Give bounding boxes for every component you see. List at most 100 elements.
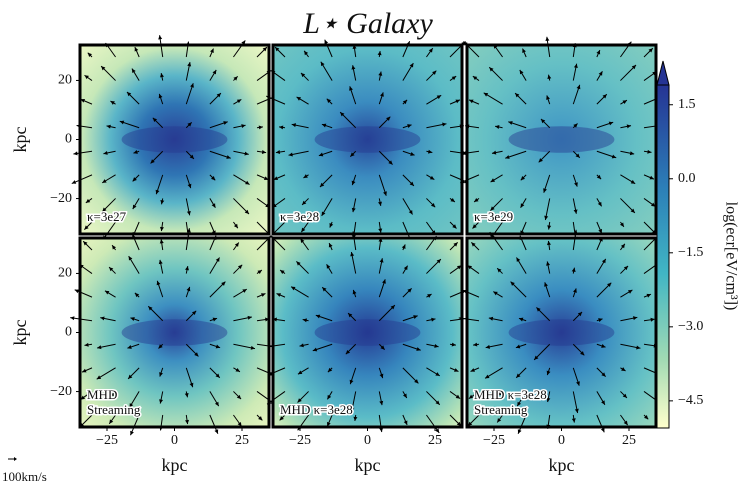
x-tick-label: −25 <box>289 433 311 448</box>
quiver-head <box>540 118 546 124</box>
quiver-head <box>469 99 474 104</box>
quiver-head <box>382 279 386 284</box>
quiver-head <box>378 201 382 206</box>
quiver-head <box>453 368 459 372</box>
quiver-head <box>132 177 137 182</box>
quiver-head <box>326 264 331 269</box>
quiver-head <box>622 100 627 105</box>
quiver-head <box>598 71 603 76</box>
quiver-head <box>279 416 284 421</box>
quiver-head <box>401 244 406 249</box>
quiver-head <box>291 123 297 128</box>
quiver-head <box>520 203 525 208</box>
quiver-head <box>468 394 474 399</box>
quiver-head <box>296 96 302 101</box>
quiver-head <box>458 316 464 321</box>
quiver-head <box>131 68 136 74</box>
panel-label: MHD κ=3e28 <box>280 402 353 417</box>
quiver-head <box>110 392 115 397</box>
y-tick-label: 0 <box>65 132 72 147</box>
x-tick-label: −25 <box>483 433 505 448</box>
quiver-head <box>380 92 384 97</box>
y-tick-label: −20 <box>50 384 72 399</box>
quiver-head <box>536 307 541 312</box>
quiver-head <box>352 289 357 295</box>
quiver-head <box>627 289 633 294</box>
quiver-head <box>483 92 489 97</box>
quiver-head <box>403 420 408 425</box>
quiver-head <box>303 174 308 178</box>
quiver-head <box>547 225 552 230</box>
quiver-head <box>300 238 305 244</box>
quiver-head <box>275 150 281 155</box>
quiver-head <box>221 281 226 286</box>
quiver-head <box>649 175 654 180</box>
quiver-key: 100km/s <box>2 469 47 484</box>
quiver-head <box>534 355 539 360</box>
quiver-head <box>288 152 293 157</box>
quiver-head <box>378 71 383 76</box>
quiver-head <box>647 149 652 154</box>
quiver-head <box>455 394 461 399</box>
quiver-head <box>244 209 249 214</box>
quiver-head <box>326 98 332 104</box>
quiver-head <box>110 101 115 105</box>
quiver-head <box>276 293 282 297</box>
quiver-head <box>547 74 552 80</box>
quiver-head <box>379 373 384 379</box>
quiver-head <box>601 400 605 405</box>
quiver-head <box>455 99 460 104</box>
panel-label: MHD κ=3e28 <box>474 387 547 402</box>
quiver-head <box>545 36 550 42</box>
quiver-head <box>648 48 653 53</box>
quiver-head <box>273 176 279 181</box>
colorbar-tick-label: −3.0 <box>678 319 703 334</box>
quiver-head <box>383 191 387 196</box>
quiver-head <box>215 344 221 349</box>
quiver-head <box>257 270 262 275</box>
quiver-head <box>126 91 132 97</box>
quiver-head <box>96 375 102 380</box>
quiver-head <box>414 379 419 384</box>
quiver-head <box>350 407 355 412</box>
quiver-head <box>300 72 306 78</box>
quiver-head <box>386 116 391 121</box>
quiver-head <box>577 311 583 317</box>
y-tick-label: 20 <box>58 266 72 281</box>
x-tick-label: −25 <box>96 433 118 448</box>
quiver-head <box>260 293 266 297</box>
quiver <box>458 229 663 434</box>
quiver-head <box>430 202 436 208</box>
colorbar-tick-label: −4.5 <box>678 393 703 408</box>
quiver-head <box>571 418 576 423</box>
quiver-head <box>410 152 415 156</box>
quiver-head <box>573 123 578 128</box>
quiver-head <box>601 258 606 264</box>
quiver-head <box>520 175 526 181</box>
quiver-head <box>451 76 457 81</box>
quiver-head <box>250 345 256 350</box>
quiver-head <box>608 121 614 126</box>
quiver-head <box>601 372 606 377</box>
quiver-head <box>489 232 494 237</box>
quiver-head <box>571 267 576 273</box>
quiver-head <box>485 374 490 379</box>
y-axis-label: kpc <box>10 127 30 153</box>
quiver-head <box>630 208 635 213</box>
quiver-head <box>328 243 333 248</box>
quiver-head <box>471 242 476 247</box>
quiver-head <box>189 154 194 159</box>
quiver <box>266 231 471 434</box>
quiver-head <box>349 86 353 91</box>
y-tick-label: 20 <box>58 73 72 88</box>
quiver-head <box>350 251 355 257</box>
quiver-head <box>546 261 551 266</box>
quiver-head <box>267 400 272 405</box>
quiver-head <box>611 154 617 159</box>
panel-label: κ=3e29 <box>474 209 513 224</box>
quiver-head <box>379 427 384 433</box>
quiver-head <box>600 427 605 433</box>
quiver-head <box>265 317 270 322</box>
quiver-head <box>245 180 250 185</box>
